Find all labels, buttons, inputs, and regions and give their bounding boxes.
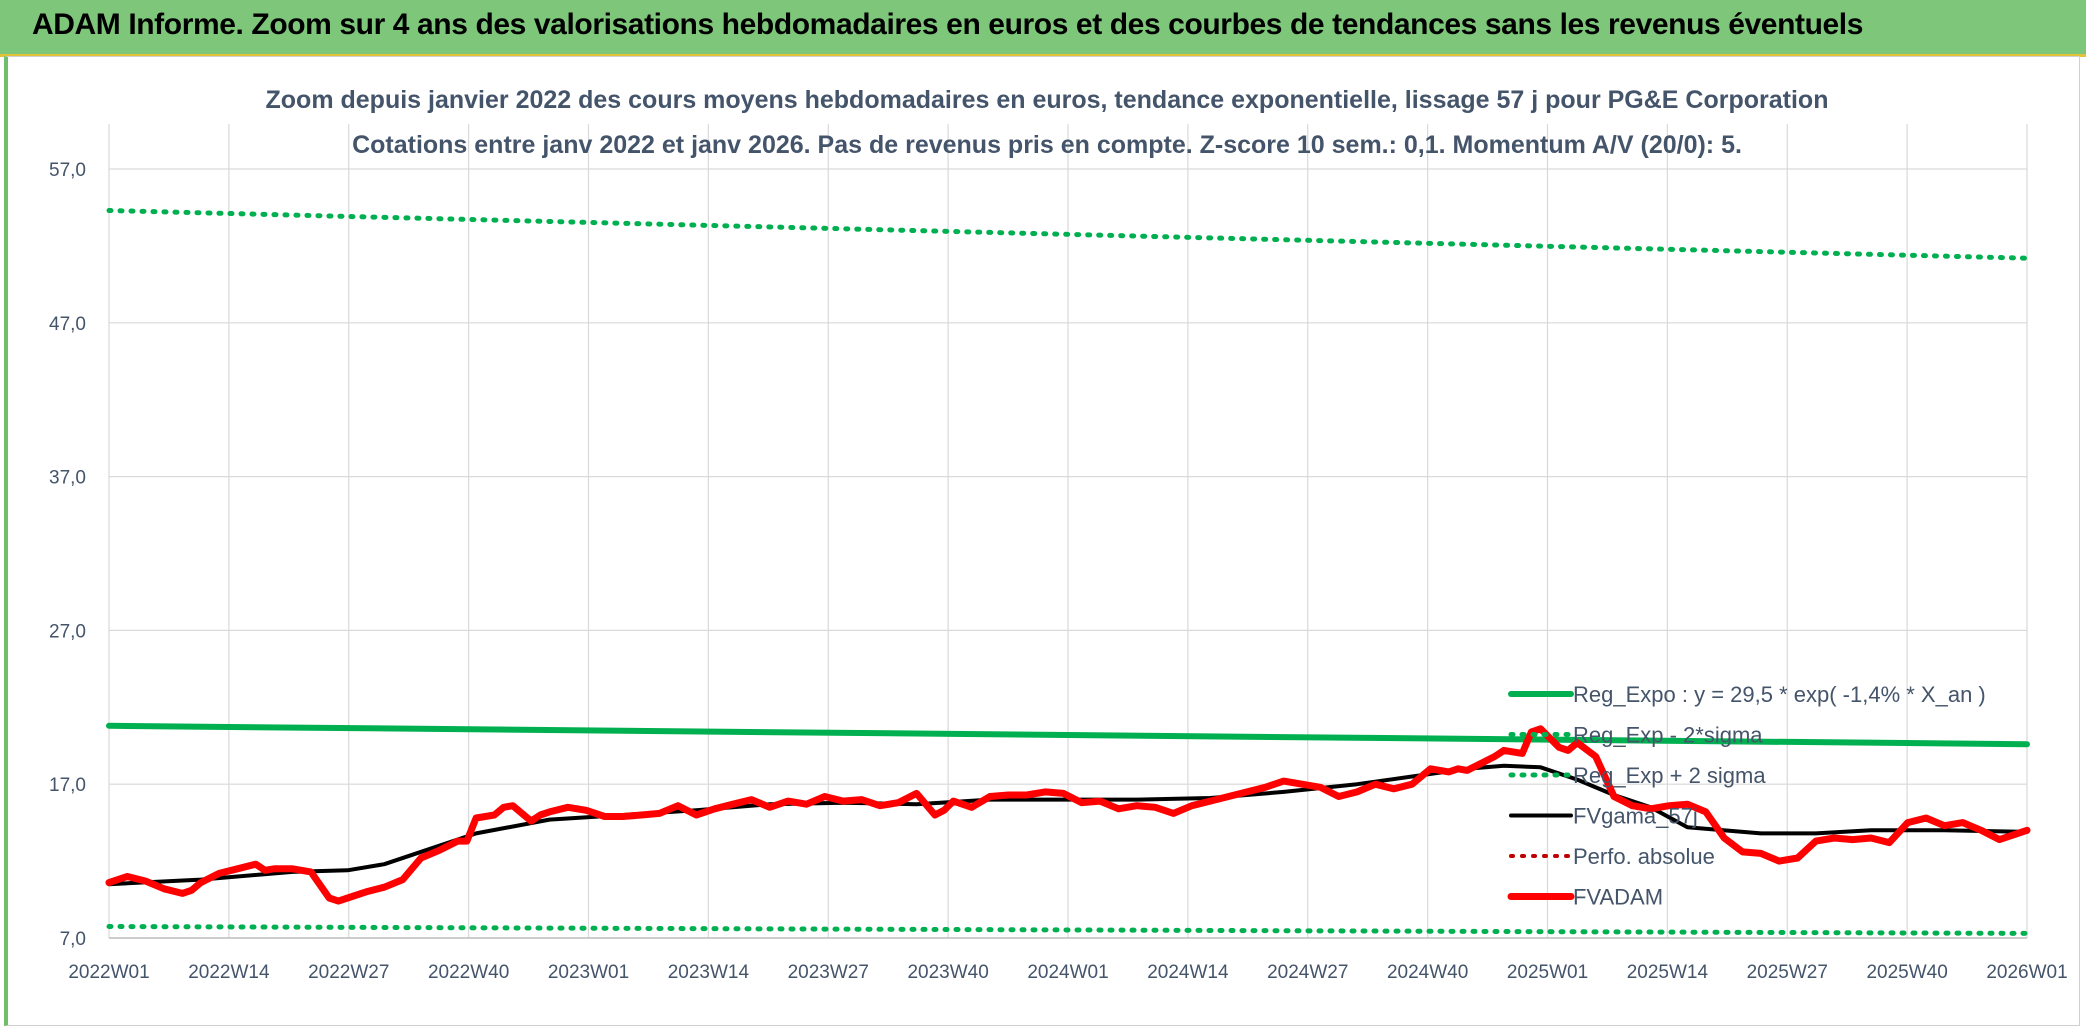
y-tick-label: 17,0	[49, 775, 86, 796]
legend-label: Reg_Exp - 2*sigma	[1573, 723, 1763, 748]
x-tick-label: 2023W27	[788, 962, 869, 983]
x-tick-label: 2025W14	[1627, 962, 1709, 983]
legend-label: Reg_Exp + 2 sigma	[1573, 763, 1766, 788]
series-line-reg-exp-2-sigma	[106, 208, 2030, 261]
legend: Reg_Expo : y = 29,5 * exp( -1,4% * X_an …	[1507, 682, 1986, 910]
x-tick-label: 2022W14	[188, 962, 270, 983]
x-tick-label: 2022W01	[68, 962, 149, 983]
y-tick-label: 37,0	[49, 468, 86, 489]
chart-subtitle: Cotations entre janv 2022 et janv 2026. …	[352, 131, 1742, 159]
x-tick-label: 2022W27	[308, 962, 389, 983]
y-tick-label: 27,0	[49, 621, 86, 642]
legend-label: Reg_Expo : y = 29,5 * exp( -1,4% * X_an …	[1573, 682, 1986, 707]
x-tick-label: 2022W40	[428, 962, 509, 983]
x-tick-label: 2023W01	[548, 962, 629, 983]
x-tick-label: 2024W40	[1387, 962, 1468, 983]
y-tick-label: 7,0	[60, 929, 86, 950]
legend-label: FVgama_57j	[1573, 804, 1698, 829]
x-tick-label: 2025W40	[1866, 962, 1947, 983]
grid	[108, 124, 2028, 939]
x-axis-ticks: 2022W01 2022W14 2022W27 2022W40 2023W01 2023W…	[68, 962, 2067, 983]
x-tick-label: 2025W27	[1747, 962, 1828, 983]
x-tick-label: 2025W01	[1507, 962, 1588, 983]
legend-label: Perfo. absolue	[1573, 844, 1715, 869]
series-line-reg-exp-2-sigma	[106, 924, 2030, 936]
series	[105, 208, 2031, 936]
y-tick-label: 47,0	[49, 314, 86, 335]
x-tick-label: 2024W14	[1147, 962, 1229, 983]
report-banner: ADAM Informe. Zoom sur 4 ans des valoris…	[0, 0, 2086, 57]
x-tick-label: 2024W01	[1027, 962, 1108, 983]
x-tick-label: 2023W40	[907, 962, 988, 983]
y-tick-label: 57,0	[49, 160, 86, 181]
chart-frame	[4, 56, 2080, 1026]
legend-label: FVADAM	[1573, 885, 1663, 910]
chart-title: Zoom depuis janvier 2022 des cours moyen…	[266, 86, 1829, 114]
x-tick-label: 2026W01	[1986, 962, 2067, 983]
report-title: ADAM Informe. Zoom sur 4 ans des valoris…	[32, 8, 1864, 41]
series-line-fvadam	[105, 725, 2031, 905]
x-tick-label: 2024W27	[1267, 962, 1348, 983]
x-tick-label: 2023W14	[668, 962, 750, 983]
series-line-reg-expo-y-29-5-exp-1-4-x-an	[106, 722, 2030, 748]
y-axis-ticks: 7,0 17,0 27,0 37,0 47,0 57,0	[49, 160, 86, 950]
